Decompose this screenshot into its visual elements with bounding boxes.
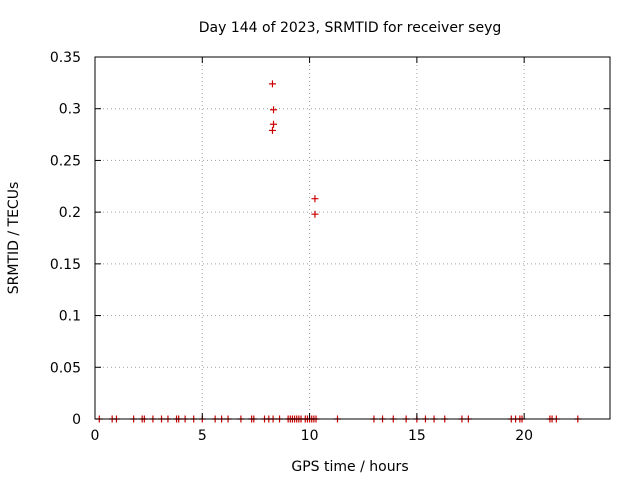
grid-lines: [95, 57, 610, 419]
x-tick-label: 5: [198, 428, 207, 444]
y-tick-label: 0.15: [50, 257, 81, 273]
x-tick-label: 10: [301, 428, 319, 444]
data-point: [268, 80, 276, 88]
data-point: [270, 106, 278, 114]
y-tick-label: 0.05: [50, 360, 81, 376]
plot-frame: [94, 56, 611, 420]
y-axis-title: SRMTID / TECUs: [6, 182, 22, 295]
y-tick-label: 0.35: [50, 50, 81, 66]
data-point: [311, 195, 319, 203]
y-tick-label: 0: [72, 412, 81, 428]
data-point: [311, 210, 319, 218]
data-points: [95, 80, 582, 423]
y-tick-label: 0.1: [59, 309, 81, 325]
x-tick-label: 0: [91, 428, 100, 444]
x-tick-label: 20: [515, 428, 533, 444]
axis-ticks: 0 5 10 15 20 0 0.05 0.1 0.15 0.2 0.25 0.3 0.35: [50, 50, 610, 444]
data-point: [268, 126, 276, 134]
x-tick-label: 15: [408, 428, 426, 444]
x-axis-title: GPS time / hours: [291, 459, 408, 475]
y-tick-label: 0.25: [50, 153, 81, 169]
data-point: [270, 120, 278, 128]
y-tick-label: 0.2: [59, 205, 81, 221]
y-tick-label: 0.3: [59, 102, 81, 118]
chart-title: Day 144 of 2023, SRMTID for receiver sey…: [199, 20, 502, 36]
